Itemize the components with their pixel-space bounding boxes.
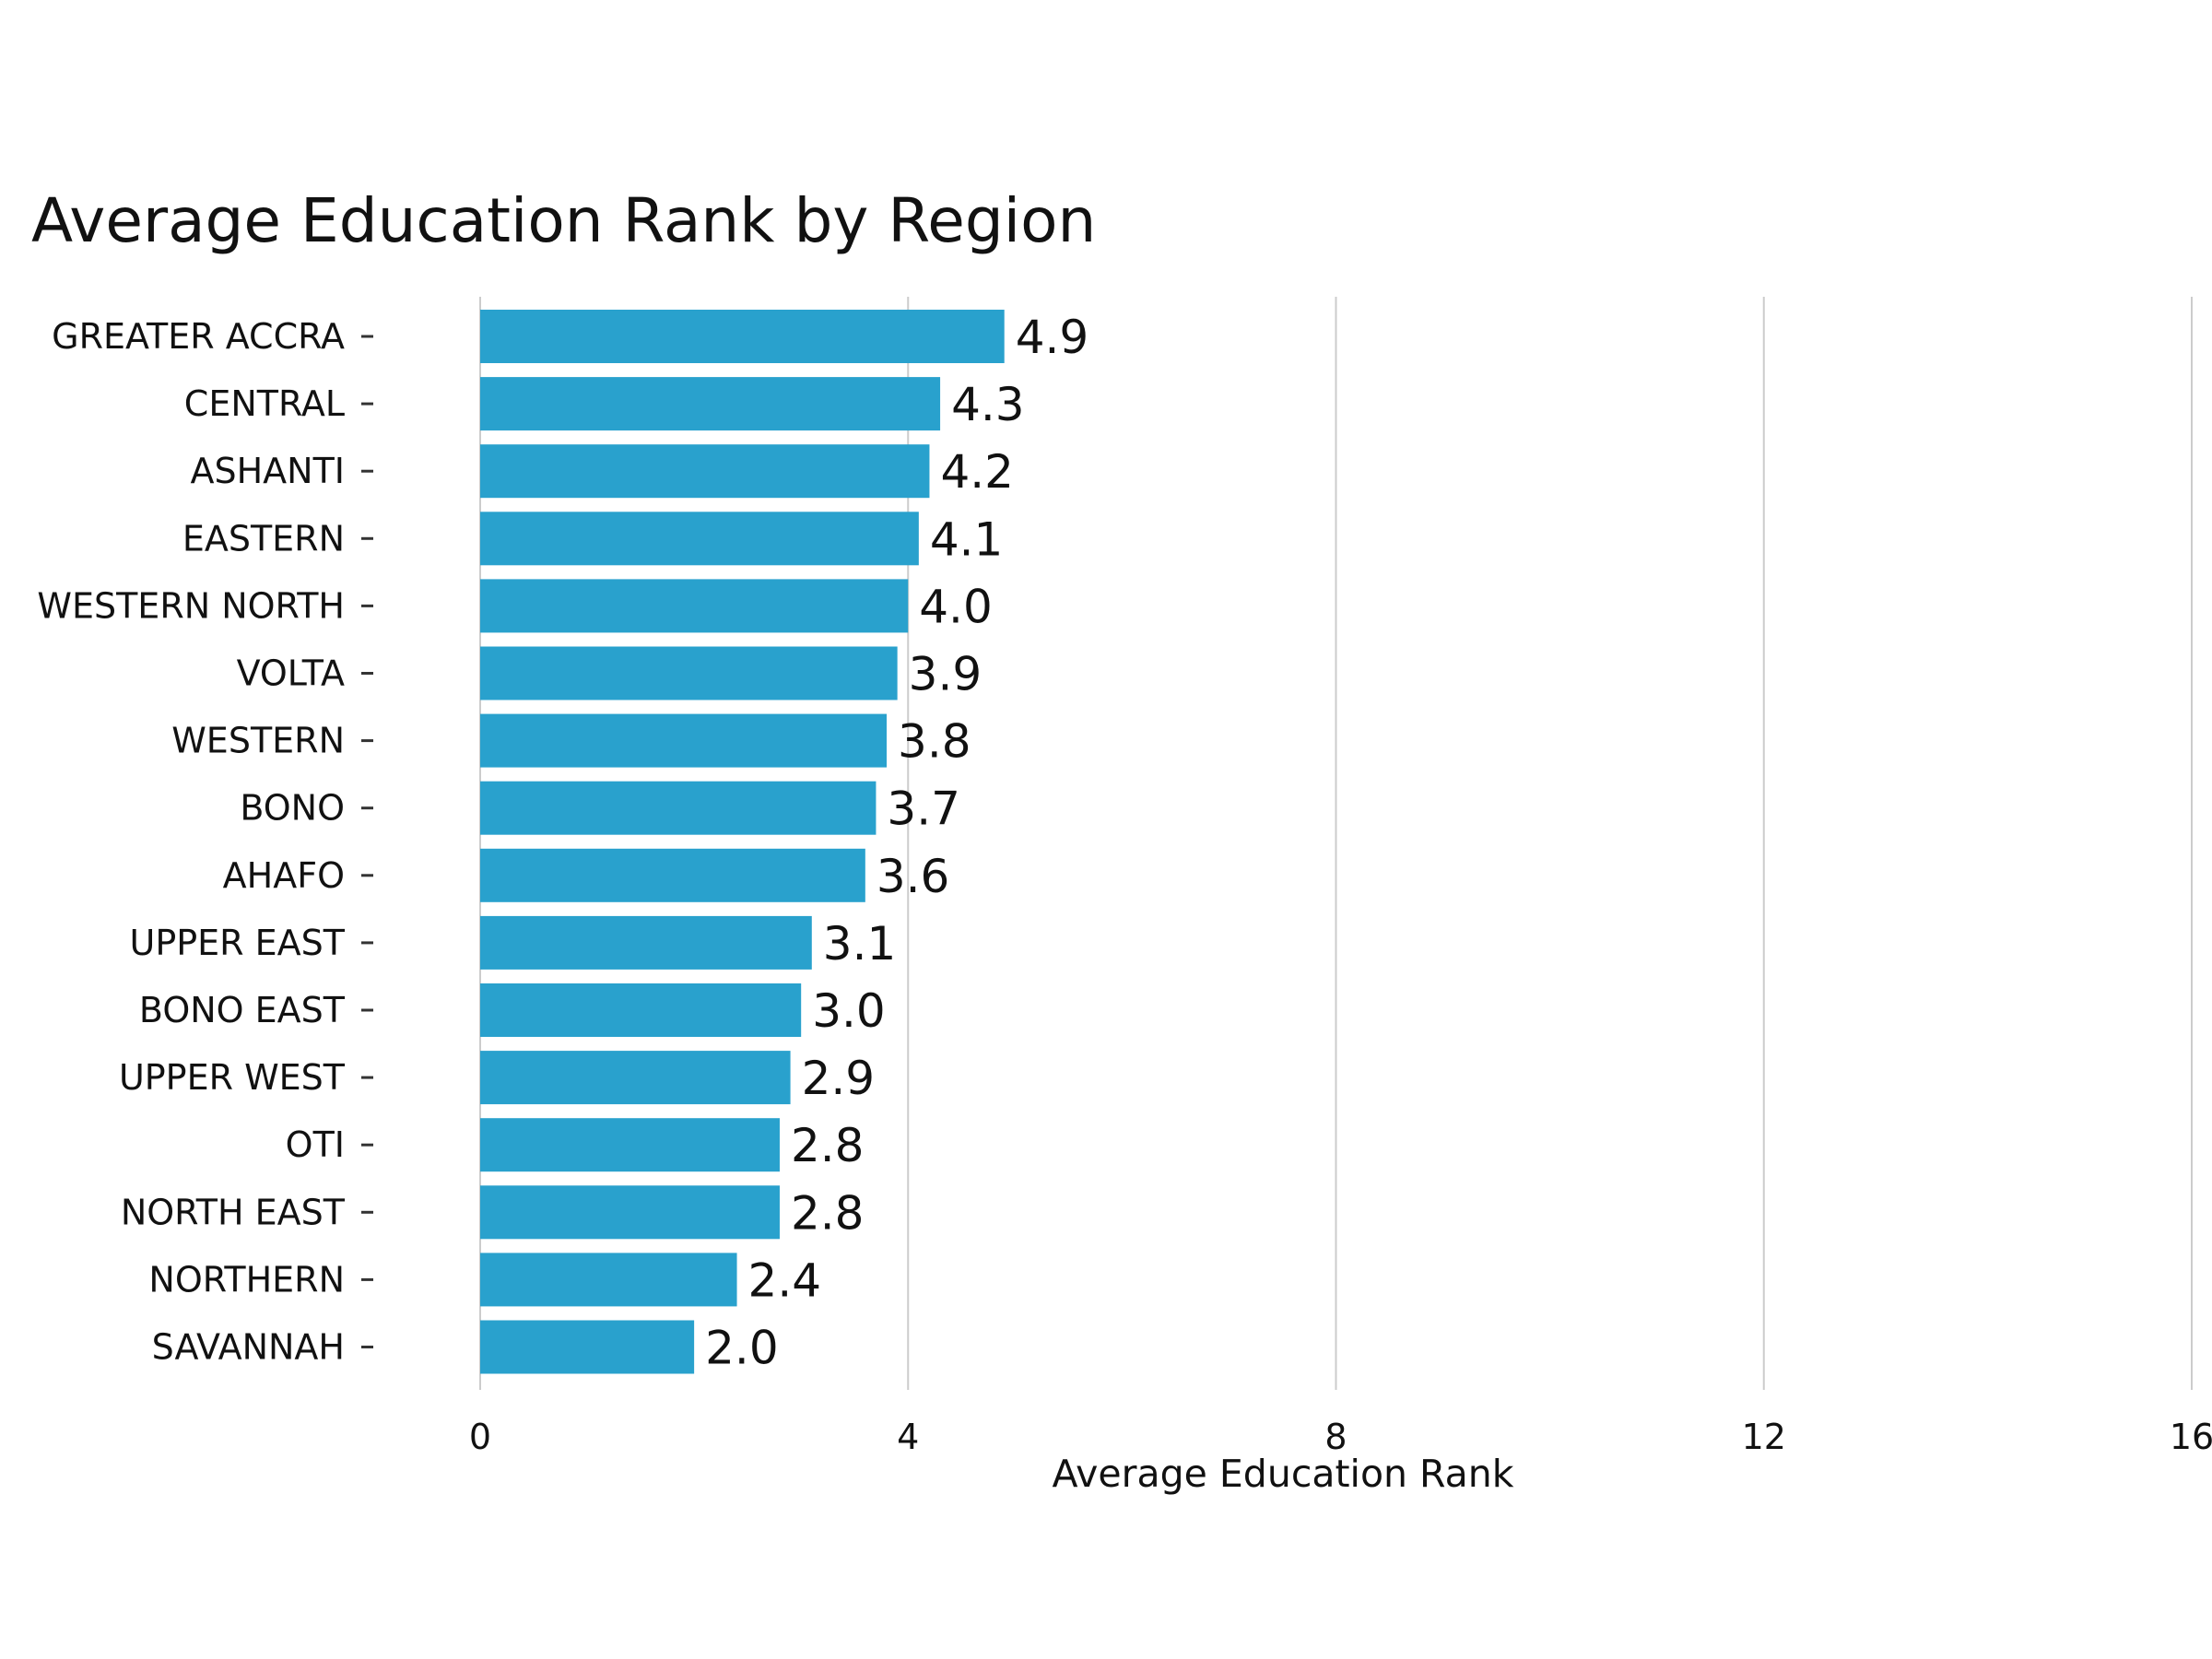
category-label: AHAFO bbox=[223, 855, 345, 896]
category-labels: GREATER ACCRA CENTRAL ASHANTI EASTERN WESTER… bbox=[37, 316, 373, 1368]
category-label: UPPER WEST bbox=[119, 1057, 346, 1098]
bar bbox=[480, 713, 888, 768]
value-label: 3.0 bbox=[812, 984, 886, 1038]
value-label: 2.9 bbox=[802, 1052, 876, 1105]
value-labels: 4.9 4.3 4.2 4.1 4.0 3.9 3.8 3.7 3.6 3.1 3.0 2.9 2.8 2… bbox=[705, 311, 1088, 1375]
bar bbox=[480, 848, 865, 902]
category-label: EASTERN bbox=[182, 518, 345, 559]
bar bbox=[480, 1118, 780, 1172]
value-label: 4.3 bbox=[951, 378, 1025, 431]
bar bbox=[480, 1320, 695, 1374]
value-label: 2.4 bbox=[748, 1253, 822, 1307]
value-label: 2.8 bbox=[791, 1119, 865, 1172]
bar bbox=[480, 310, 1005, 363]
x-tick-label: 8 bbox=[1324, 1417, 1347, 1457]
bar bbox=[480, 646, 898, 700]
value-label: 3.7 bbox=[887, 782, 960, 836]
bar bbox=[480, 579, 909, 633]
bar bbox=[480, 1253, 737, 1307]
bar bbox=[480, 377, 941, 431]
value-label: 4.2 bbox=[940, 445, 1014, 499]
category-label: GREATER ACCRA bbox=[52, 316, 345, 357]
value-label: 3.9 bbox=[909, 648, 982, 701]
value-label: 4.9 bbox=[1016, 311, 1089, 364]
bar bbox=[480, 915, 812, 970]
category-label: WESTERN NORTH bbox=[37, 585, 345, 626]
category-label: UPPER EAST bbox=[130, 923, 346, 963]
category-label: NORTHERN bbox=[148, 1259, 345, 1300]
x-tick-label: 0 bbox=[469, 1417, 491, 1457]
bar bbox=[480, 781, 877, 835]
value-label: 2.8 bbox=[791, 1186, 865, 1240]
category-label: ASHANTI bbox=[190, 451, 345, 491]
value-label: 4.1 bbox=[930, 512, 1004, 566]
bar bbox=[480, 512, 919, 566]
chart-title: Average Education Rank by Region bbox=[31, 185, 1096, 256]
category-label: VOLTA bbox=[237, 653, 345, 694]
value-label: 3.8 bbox=[898, 715, 971, 769]
category-label: CENTRAL bbox=[184, 383, 345, 424]
value-label: 2.0 bbox=[705, 1322, 779, 1375]
bar bbox=[480, 1185, 780, 1240]
category-label: WESTERN bbox=[171, 721, 345, 761]
value-label: 3.6 bbox=[877, 850, 950, 903]
x-tick-labels: 0 4 8 12 16 bbox=[469, 1417, 2212, 1457]
category-label: BONO bbox=[240, 788, 345, 829]
category-label: BONO EAST bbox=[139, 990, 346, 1030]
x-tick-label: 16 bbox=[2170, 1417, 2212, 1457]
category-label: OTI bbox=[286, 1124, 345, 1165]
category-label: SAVANNAH bbox=[152, 1327, 345, 1368]
bar bbox=[480, 444, 930, 499]
value-label: 4.0 bbox=[919, 580, 993, 633]
category-label: NORTH EAST bbox=[121, 1192, 346, 1232]
bar bbox=[480, 1051, 791, 1105]
x-axis-title: Average Education Rank bbox=[1053, 1452, 1514, 1496]
x-tick-label: 12 bbox=[1742, 1417, 1786, 1457]
value-label: 3.1 bbox=[823, 917, 897, 971]
bar bbox=[480, 983, 802, 1037]
bars bbox=[480, 310, 1005, 1374]
x-tick-label: 4 bbox=[897, 1417, 919, 1457]
